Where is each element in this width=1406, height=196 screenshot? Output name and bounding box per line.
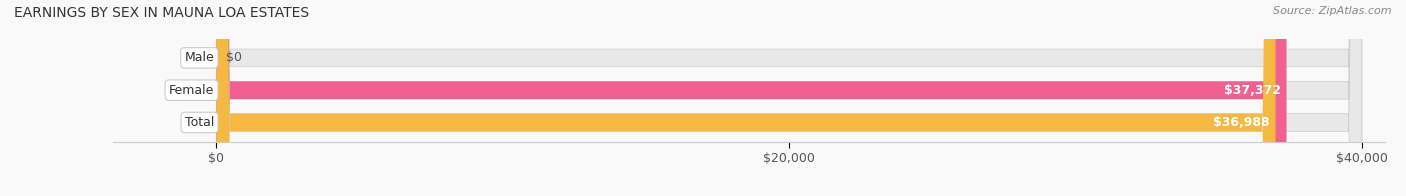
Text: Male: Male <box>184 51 214 64</box>
Text: EARNINGS BY SEX IN MAUNA LOA ESTATES: EARNINGS BY SEX IN MAUNA LOA ESTATES <box>14 6 309 20</box>
Text: Source: ZipAtlas.com: Source: ZipAtlas.com <box>1274 6 1392 16</box>
FancyBboxPatch shape <box>217 0 1362 196</box>
FancyBboxPatch shape <box>217 0 1362 196</box>
Text: Total: Total <box>184 116 214 129</box>
Text: $36,988: $36,988 <box>1213 116 1270 129</box>
Text: Female: Female <box>169 84 214 97</box>
Text: $37,372: $37,372 <box>1223 84 1281 97</box>
Text: $0: $0 <box>225 51 242 64</box>
FancyBboxPatch shape <box>217 0 1275 196</box>
FancyBboxPatch shape <box>217 0 1362 196</box>
FancyBboxPatch shape <box>217 0 1286 196</box>
